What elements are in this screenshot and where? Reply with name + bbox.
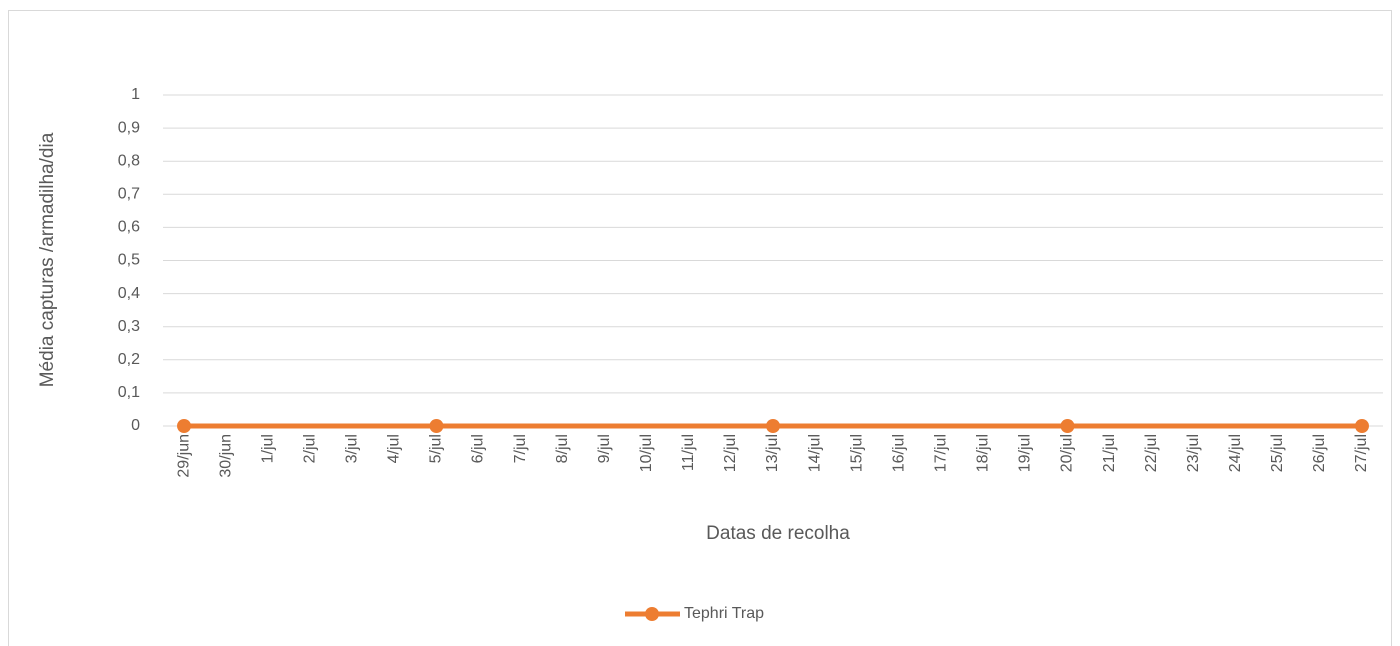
x-tick-label: 19/jul	[1017, 434, 1034, 472]
x-tick-label: 13/jul	[764, 434, 781, 472]
y-tick-label: 0	[131, 417, 140, 434]
chart-frame	[8, 10, 1392, 646]
x-tick-label: 27/jul	[1353, 434, 1370, 472]
x-tick-label: 30/jun	[217, 434, 234, 478]
point	[1354, 419, 1369, 433]
x-tick-label: 20/jul	[1059, 434, 1076, 472]
x-tick-label: 25/jul	[1269, 434, 1286, 472]
point	[766, 419, 780, 433]
x-tick-label: 5/jul	[428, 434, 445, 463]
y-tick-label: 0,8	[118, 152, 140, 169]
x-tick-label: 17/jul	[932, 434, 949, 472]
x-tick-label: 15/jul	[848, 434, 865, 472]
x-tick-label: 12/jul	[722, 434, 739, 472]
y-tick-label: 0,9	[118, 119, 140, 136]
x-tick-label: 7/jul	[512, 434, 529, 463]
legend-marker	[645, 607, 659, 621]
x-tick-label: 4/jul	[386, 434, 403, 463]
x-tick-label: 6/jul	[470, 434, 487, 463]
x-tick-label: 10/jul	[638, 434, 655, 472]
point	[429, 419, 444, 433]
x-tick-label: 26/jul	[1311, 434, 1328, 472]
x-tick-label: 8/jul	[554, 434, 571, 463]
x-tick-label: 16/jul	[890, 434, 907, 472]
x-tick-label: 18/jul	[975, 434, 992, 472]
y-tick-label: 1	[131, 86, 140, 103]
point	[177, 419, 192, 433]
y-tick-label: 0,6	[118, 219, 140, 236]
x-tick-label: 1/jul	[259, 434, 276, 463]
x-tick-label: 9/jul	[596, 434, 613, 463]
x-tick-label: 23/jul	[1185, 434, 1202, 472]
x-tick-label: 22/jul	[1143, 434, 1160, 472]
x-tick-label: 24/jul	[1227, 434, 1244, 472]
x-axis-title: Datas de recolha	[706, 523, 850, 544]
y-axis-title: Média capturas /armadilha/dia	[37, 132, 58, 387]
y-tick-label: 0,4	[118, 285, 140, 302]
x-tick-label: 14/jul	[806, 434, 823, 472]
x-tick-label: 21/jul	[1101, 434, 1118, 472]
y-tick-label: 0,3	[118, 318, 140, 335]
x-tick-label: 2/jul	[301, 434, 318, 463]
x-tick-label: 29/jun	[175, 434, 192, 478]
y-tick-label: 0,2	[118, 351, 140, 368]
point	[1060, 419, 1075, 433]
x-tick-label: 3/jul	[344, 434, 361, 463]
y-tick-label: 0,7	[118, 186, 140, 203]
y-tick-label: 0,5	[118, 252, 140, 269]
y-tick-label: 0,1	[118, 384, 140, 401]
legend-label: Tephri Trap	[684, 605, 764, 622]
x-tick-label: 11/jul	[680, 434, 697, 471]
